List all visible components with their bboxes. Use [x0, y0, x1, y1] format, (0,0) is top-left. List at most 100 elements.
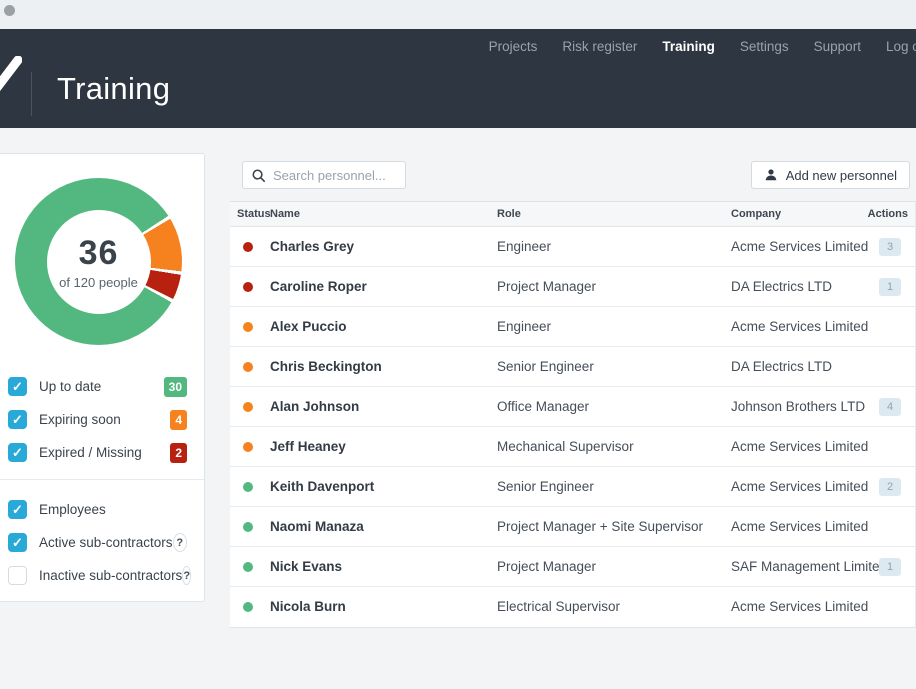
cell-name: Chris Beckington: [270, 359, 382, 374]
filter-row-employees: Employees: [0, 493, 204, 526]
nav-item-log-out[interactable]: Log out: [885, 39, 916, 54]
column-header-name: Name: [270, 208, 300, 220]
cell-name: Alan Johnson: [270, 399, 360, 414]
cell-company: DA Electrics LTD: [731, 279, 833, 294]
legend-label: Expiring soon: [39, 412, 121, 427]
table-row[interactable]: Chris Beckington Senior Engineer DA Elec…: [230, 347, 915, 387]
table-row[interactable]: Alex Puccio Engineer Acme Services Limit…: [230, 307, 915, 347]
personnel-filters: Employees Active sub-contractors ? Inact…: [0, 493, 204, 592]
up-to-date-count-badge: 30: [163, 376, 187, 397]
cell-company: Acme Services Limited: [731, 599, 869, 614]
cell-company: Acme Services Limited: [731, 439, 869, 454]
table-row[interactable]: Naomi Manaza Project Manager + Site Supe…: [230, 507, 915, 547]
training-summary-card: 36 of 120 people Up to date 30 Expiring …: [0, 153, 205, 602]
status-dot: [243, 242, 253, 252]
filter-row-active-sub-contractors: Active sub-contractors ?: [0, 526, 204, 559]
table-row[interactable]: Keith Davenport Senior Engineer Acme Ser…: [230, 467, 915, 507]
page-title: Training: [57, 71, 171, 106]
cell-role: Project Manager + Site Supervisor: [497, 519, 703, 534]
cell-role: Office Manager: [497, 399, 590, 414]
filter-label: Inactive sub-contractors: [39, 568, 183, 583]
table-row[interactable]: Nick Evans Project Manager SAF Managemen…: [230, 547, 915, 587]
active-sub-contractors-help-icon[interactable]: ?: [172, 533, 187, 552]
cell-company: DA Electrics LTD: [731, 359, 833, 374]
nav-item-projects[interactable]: Projects: [488, 39, 538, 54]
column-header-role: Role: [497, 208, 521, 220]
window-control-dot[interactable]: [4, 5, 15, 16]
cell-name: Keith Davenport: [270, 479, 375, 494]
cell-name: Nick Evans: [270, 559, 343, 574]
employees-checkbox[interactable]: [8, 500, 27, 519]
table-row[interactable]: Alan Johnson Office Manager Johnson Brot…: [230, 387, 915, 427]
cell-role: Engineer: [497, 319, 552, 334]
cell-role: Mechanical Supervisor: [497, 439, 634, 454]
legend-label: Expired / Missing: [39, 445, 142, 460]
cell-company: Acme Services Limited: [731, 239, 869, 254]
cell-name: Caroline Roper: [270, 279, 367, 294]
nav-item-risk-register[interactable]: Risk register: [562, 39, 638, 54]
expiring-soon-count-badge: 4: [170, 409, 187, 430]
actions-count-badge[interactable]: 4: [879, 398, 901, 416]
status-dot: [243, 442, 253, 452]
expired-missing-count-badge: 2: [170, 442, 187, 463]
column-header-actions: Actions: [867, 208, 908, 220]
nav-item-training[interactable]: Training: [662, 39, 715, 54]
table-row[interactable]: Charles Grey Engineer Acme Services Limi…: [230, 227, 915, 267]
table-header: Status Name Role Company Actions: [230, 202, 915, 227]
filter-label: Employees: [39, 502, 106, 517]
inactive-sub-contractors-help-icon[interactable]: ?: [182, 566, 192, 585]
table-body: Charles Grey Engineer Acme Services Limi…: [230, 227, 915, 627]
cell-role: Senior Engineer: [497, 479, 594, 494]
nav-item-support[interactable]: Support: [813, 39, 861, 54]
active-sub-contractors-checkbox[interactable]: [8, 533, 27, 552]
status-dot: [243, 402, 253, 412]
actions-count-badge[interactable]: 1: [879, 278, 901, 296]
table-row[interactable]: Caroline Roper Project Manager DA Electr…: [230, 267, 915, 307]
status-dot: [243, 322, 253, 332]
cell-company: SAF Management Limited: [731, 559, 888, 574]
search-input[interactable]: [273, 167, 397, 183]
cell-name: Naomi Manaza: [270, 519, 364, 534]
actions-count-badge[interactable]: 2: [879, 478, 901, 496]
status-dot: [243, 522, 253, 532]
cell-name: Charles Grey: [270, 239, 355, 254]
status-dot: [243, 362, 253, 372]
add-new-personnel-label: Add new personnel: [785, 167, 897, 183]
cell-role: Senior Engineer: [497, 359, 594, 374]
donut-center: 36 of 120 people: [46, 209, 151, 314]
nav-item-settings[interactable]: Settings: [739, 39, 789, 54]
search-icon: [252, 168, 266, 182]
actions-count-badge[interactable]: 3: [879, 238, 901, 256]
filter-row-inactive-sub-contractors: Inactive sub-contractors ?: [0, 559, 204, 592]
donut-subtitle: of 120 people: [59, 274, 138, 290]
table-row[interactable]: Jeff Heaney Mechanical Supervisor Acme S…: [230, 427, 915, 467]
inactive-sub-contractors-checkbox[interactable]: [8, 566, 27, 585]
cell-name: Nicola Burn: [270, 599, 346, 614]
cell-role: Electrical Supervisor: [497, 599, 621, 614]
training-donut-chart: 36 of 120 people: [15, 178, 182, 345]
expired-missing-checkbox[interactable]: [8, 443, 27, 462]
legend-row-expiring-soon: Expiring soon 4: [0, 403, 204, 436]
cell-company: Acme Services Limited: [731, 319, 869, 334]
legend-row-up-to-date: Up to date 30: [0, 370, 204, 403]
status-legend: Up to date 30 Expiring soon 4 Expired / …: [0, 370, 204, 469]
add-new-personnel-button[interactable]: Add new personnel: [750, 161, 910, 189]
top-nav: Projects Risk register Training Settings…: [489, 39, 916, 54]
cell-company: Acme Services Limited: [731, 519, 869, 534]
expiring-soon-checkbox[interactable]: [8, 410, 27, 429]
app-header: Projects Risk register Training Settings…: [0, 29, 916, 128]
up-to-date-checkbox[interactable]: [8, 377, 27, 396]
actions-count-badge[interactable]: 1: [879, 558, 901, 576]
donut-total: 36: [78, 233, 119, 272]
filter-label: Active sub-contractors: [39, 535, 173, 550]
column-header-company: Company: [731, 208, 782, 220]
status-dot: [243, 482, 253, 492]
search-box: [242, 161, 406, 189]
legend-label: Up to date: [39, 379, 102, 394]
cell-name: Alex Puccio: [270, 319, 347, 334]
legend-row-expired-missing: Expired / Missing 2: [0, 436, 204, 469]
cell-role: Project Manager: [497, 559, 597, 574]
table-row[interactable]: Nicola Burn Electrical Supervisor Acme S…: [230, 587, 915, 627]
cell-company: Johnson Brothers LTD: [731, 399, 866, 414]
column-header-status: Status: [237, 208, 271, 220]
